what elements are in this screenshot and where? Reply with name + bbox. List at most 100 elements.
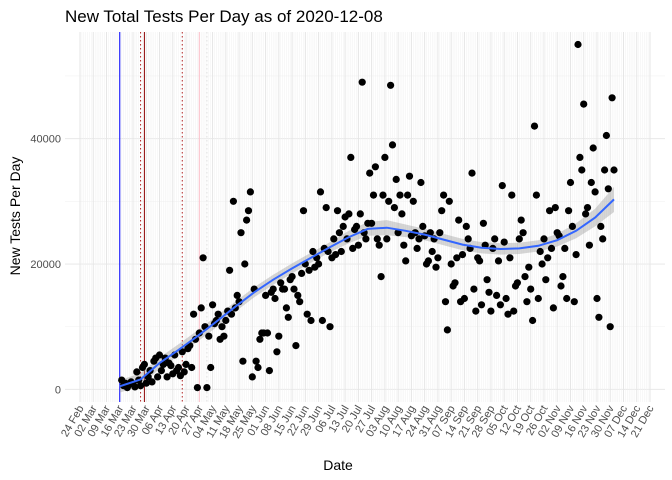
- data-point: [290, 285, 298, 293]
- data-point: [262, 291, 270, 299]
- data-point: [273, 348, 281, 356]
- chart-title: New Total Tests Per Day as of 2020-12-08: [65, 7, 383, 26]
- data-point: [178, 348, 186, 356]
- data-point: [366, 169, 374, 177]
- data-point: [193, 384, 201, 392]
- data-point: [585, 241, 594, 249]
- data-point: [440, 191, 448, 199]
- data-point: [362, 235, 370, 243]
- data-point: [330, 235, 338, 243]
- data-point: [574, 40, 582, 49]
- data-point: [305, 266, 313, 274]
- data-point: [460, 294, 468, 303]
- data-point: [557, 282, 565, 290]
- data-point: [398, 210, 406, 218]
- data-point: [254, 363, 262, 372]
- data-point: [451, 279, 459, 287]
- data-point: [379, 191, 387, 199]
- data-point: [381, 153, 389, 161]
- data-point: [529, 316, 537, 325]
- data-point: [387, 81, 395, 89]
- data-point: [405, 172, 414, 180]
- data-point: [214, 310, 222, 318]
- data-point: [239, 357, 247, 365]
- data-point: [197, 304, 205, 312]
- data-point: [288, 273, 296, 281]
- data-point: [591, 188, 599, 196]
- data-point: [205, 332, 213, 340]
- data-point: [299, 207, 308, 215]
- data-point: [580, 100, 588, 108]
- data-point: [527, 285, 535, 293]
- data-point: [521, 273, 529, 281]
- data-point: [275, 332, 283, 340]
- data-point: [519, 229, 527, 237]
- data-point: [226, 266, 234, 274]
- data-point: [601, 166, 609, 174]
- data-point: [142, 379, 150, 387]
- data-point: [523, 298, 531, 306]
- data-point: [517, 216, 525, 224]
- data-point: [547, 244, 556, 252]
- y-axis-ticks: 0 20000 40000: [30, 134, 61, 397]
- data-point: [479, 219, 487, 227]
- data-point: [570, 298, 578, 306]
- data-point: [536, 247, 544, 256]
- grid-lines: [65, 32, 665, 402]
- data-point: [415, 235, 423, 243]
- data-point: [402, 257, 410, 265]
- y-tick-label: 40000: [30, 134, 61, 146]
- data-point: [551, 204, 559, 212]
- data-point: [582, 210, 590, 218]
- data-point: [438, 207, 446, 215]
- data-point: [282, 304, 290, 312]
- data-point: [180, 368, 188, 376]
- data-point: [494, 257, 503, 265]
- data-point: [148, 378, 156, 386]
- data-point: [468, 169, 476, 177]
- data-point: [131, 383, 139, 391]
- data-point: [354, 241, 362, 249]
- data-point: [188, 363, 196, 372]
- data-point: [597, 222, 605, 230]
- data-point: [392, 175, 400, 183]
- data-point: [404, 191, 412, 199]
- data-point: [345, 210, 353, 218]
- data-point: [347, 153, 355, 161]
- data-point: [385, 197, 393, 205]
- data-point: [303, 310, 311, 318]
- data-point: [167, 362, 175, 370]
- data-point: [428, 247, 436, 256]
- data-point: [220, 332, 228, 340]
- data-point: [498, 182, 506, 190]
- data-point: [375, 241, 383, 249]
- data-point: [154, 373, 162, 381]
- data-point: [606, 323, 614, 331]
- data-point: [589, 144, 597, 152]
- data-point: [332, 251, 340, 259]
- data-point: [595, 313, 603, 321]
- data-point: [349, 244, 357, 252]
- data-point: [373, 235, 381, 243]
- data-point: [559, 273, 567, 281]
- data-point: [534, 294, 542, 303]
- data-point: [432, 263, 440, 271]
- data-point: [602, 131, 611, 140]
- data-point: [358, 78, 366, 86]
- data-point: [244, 207, 253, 215]
- data-point: [436, 229, 444, 237]
- smooth-line: [119, 198, 615, 388]
- data-point: [190, 310, 198, 318]
- data-point: [544, 254, 552, 262]
- data-point: [565, 207, 573, 215]
- data-point: [604, 185, 612, 193]
- data-point: [209, 301, 217, 309]
- data-point: [333, 207, 342, 215]
- data-point: [218, 323, 226, 331]
- data-point: [388, 141, 397, 149]
- smooth-trend: [119, 198, 615, 388]
- y-axis-title: New Tests Per Day: [7, 157, 23, 276]
- confidence-ribbon: [119, 186, 615, 393]
- data-point: [371, 163, 379, 171]
